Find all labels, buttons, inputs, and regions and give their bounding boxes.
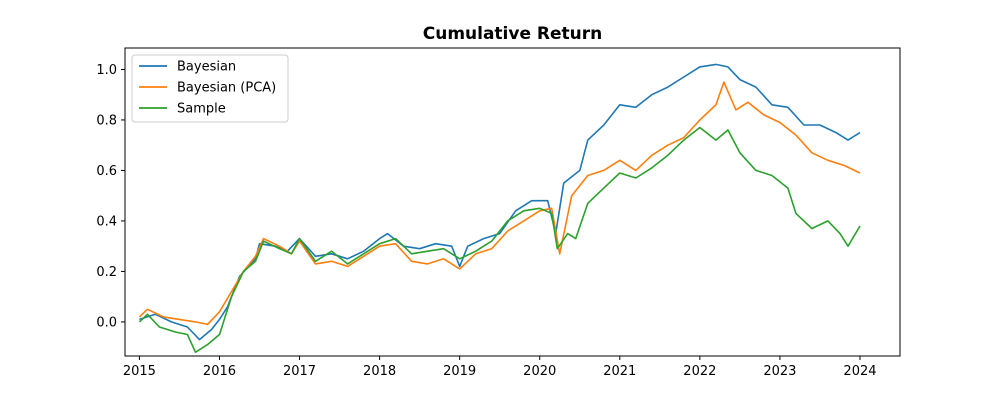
- y-tick-label: 1.0: [96, 63, 117, 78]
- x-tick-label: 2015: [123, 364, 156, 379]
- x-tick-label: 2020: [523, 364, 556, 379]
- x-tick-label: 2023: [763, 364, 796, 379]
- x-tick-label: 2017: [283, 364, 316, 379]
- legend-box: [131, 54, 289, 123]
- plot-frame: [124, 47, 901, 357]
- series-line-0: [139, 63, 861, 341]
- chart-title: Cumulative Return: [423, 24, 603, 44]
- y-tick-label: 0.8: [96, 113, 117, 128]
- y-tick-label: 0.6: [96, 164, 117, 179]
- legend-label-2: Sample: [177, 102, 226, 117]
- y-tick-label: 0.2: [96, 265, 117, 280]
- x-tick-label: 2016: [203, 364, 236, 379]
- series-line-1: [138, 81, 861, 326]
- x-tick-label: 2018: [363, 364, 396, 379]
- x-tick-label: 2019: [443, 364, 476, 379]
- x-axis: 2015 2016 2017 2018 2019 2020 2021 2022 2023 2024: [123, 356, 877, 379]
- y-axis: 0.0 0.2 0.4 0.6 0.8 1.0: [96, 63, 125, 330]
- series-lines: [138, 63, 861, 353]
- x-tick-label: 2024: [843, 364, 876, 379]
- legend-label-0: Bayesian: [177, 60, 236, 75]
- legend: Bayesian Bayesian (PCA) Sample: [131, 54, 289, 123]
- legend-label-1: Bayesian (PCA): [177, 81, 276, 96]
- y-tick-label: 0.0: [96, 315, 117, 330]
- series-line-2: [138, 126, 861, 353]
- y-tick-label: 0.4: [96, 214, 117, 229]
- x-tick-label: 2022: [683, 364, 716, 379]
- x-tick-label: 2021: [603, 364, 636, 379]
